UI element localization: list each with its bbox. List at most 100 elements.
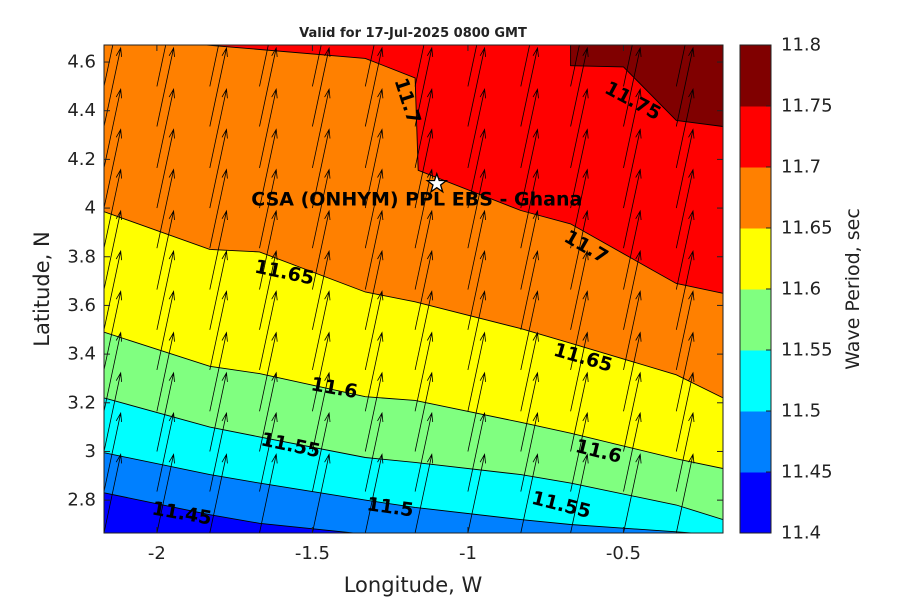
wave-vector-arrow bbox=[467, 45, 478, 87]
wave-vector-arrow bbox=[520, 46, 539, 127]
wave-vector-arrow bbox=[414, 371, 434, 452]
y-axis: 2.8 3 3.2 3.4 3.6 3.8 4 4.2 4.4 4.6 bbox=[67, 52, 723, 511]
wave-vector-arrow bbox=[364, 46, 384, 127]
wave-vector-arrow bbox=[156, 88, 175, 168]
wave-vector-arrow bbox=[570, 168, 589, 249]
wave-vector-arrow bbox=[364, 453, 384, 533]
wave-vector-arrow bbox=[623, 46, 642, 127]
wave-vector-arrow bbox=[520, 88, 539, 168]
wave-direction-vectors bbox=[104, 45, 723, 533]
wave-vector-arrow bbox=[209, 88, 228, 168]
wave-vector-arrow bbox=[104, 45, 114, 87]
wave-vector-arrow bbox=[520, 453, 539, 533]
wave-vector-arrow bbox=[675, 88, 695, 168]
y-tick-label: 2.8 bbox=[67, 490, 96, 511]
wave-vector-arrow bbox=[259, 209, 278, 290]
band-11.75-11.8 bbox=[570, 45, 723, 127]
colorbar-swatch bbox=[740, 411, 771, 473]
wave-vector-arrow bbox=[209, 46, 228, 127]
wave-vector-arrow bbox=[312, 88, 331, 168]
wave-vector-arrow bbox=[623, 209, 642, 290]
wave-vector-arrow bbox=[156, 331, 175, 412]
wave-vector-arrow bbox=[675, 168, 695, 249]
wave-vector-arrow bbox=[520, 249, 539, 330]
wave-vector-arrow bbox=[675, 411, 695, 492]
x-tick-label: -2 bbox=[148, 543, 166, 564]
wave-vector-arrow bbox=[104, 290, 122, 370]
y-tick-label: 4 bbox=[85, 198, 96, 219]
wave-vector-arrow bbox=[209, 249, 228, 330]
colorbar-label: Wave Period, sec bbox=[842, 208, 864, 370]
colorbar: 11.4 11.45 11.5 11.55 11.6 11.65 11.7 11.75 11.8 bbox=[739, 35, 833, 544]
wave-vector-arrow bbox=[209, 453, 228, 533]
y-tick-label: 3.2 bbox=[67, 392, 96, 413]
colorbar-swatch bbox=[740, 350, 771, 412]
wave-vector-arrow bbox=[364, 331, 384, 412]
wave-vector-arrow bbox=[722, 206, 723, 209]
wave-vector-arrow bbox=[209, 290, 228, 370]
wave-vector-arrow bbox=[104, 249, 122, 330]
wave-vector-arrow bbox=[570, 331, 589, 412]
contour-line-11.5 bbox=[104, 452, 698, 533]
wave-vector-arrow bbox=[623, 290, 642, 370]
y-tick-label: 3.6 bbox=[67, 295, 96, 316]
wave-vector-arrow bbox=[156, 46, 175, 127]
wave-vector-arrow bbox=[259, 453, 278, 533]
y-tick-label: 3.8 bbox=[67, 246, 96, 267]
wave-vector-arrow bbox=[414, 88, 434, 168]
wave-vector-arrow bbox=[722, 246, 723, 249]
wave-vector-arrow bbox=[722, 367, 723, 370]
wave-vector-arrow bbox=[520, 371, 539, 452]
band-11.7-11.75 bbox=[206, 45, 723, 294]
colorbar-tick-label: 11.75 bbox=[781, 96, 833, 117]
wave-vector-arrow bbox=[570, 128, 589, 209]
wave-vector-arrow bbox=[156, 45, 167, 87]
contour-line-11.6 bbox=[104, 331, 723, 469]
wave-vector-arrow bbox=[209, 411, 228, 492]
wave-vector-arrow bbox=[675, 453, 695, 533]
wave-vector-arrow bbox=[570, 249, 589, 330]
contour-fill-bands bbox=[104, 45, 723, 533]
wave-vector-arrow bbox=[675, 128, 695, 209]
colorbar-tick-label: 11.65 bbox=[781, 218, 833, 239]
wave-vector-arrow bbox=[722, 287, 723, 290]
wave-vector-arrow bbox=[623, 45, 633, 87]
wave-vector-arrow bbox=[570, 371, 589, 452]
wave-vector-arrow bbox=[467, 46, 486, 127]
colorbar-tick-label: 11.4 bbox=[781, 523, 821, 544]
wave-vector-arrow bbox=[675, 331, 695, 412]
wave-vector-arrow bbox=[467, 209, 486, 290]
wave-vector-arrow bbox=[312, 45, 322, 87]
wave-vector-arrow bbox=[570, 209, 589, 290]
wave-vector-arrow bbox=[570, 88, 589, 168]
wave-vector-arrow bbox=[364, 209, 384, 290]
wave-vector-arrow bbox=[520, 45, 531, 87]
wave-vector-arrow bbox=[623, 249, 642, 330]
wave-vector-arrow bbox=[623, 88, 642, 168]
wave-vector-arrow bbox=[675, 249, 695, 330]
colorbar-tick-label: 11.45 bbox=[781, 462, 833, 483]
colorbar-swatch bbox=[740, 45, 771, 107]
wave-vector-arrow bbox=[414, 128, 434, 209]
y-tick-label: 3.4 bbox=[67, 344, 96, 365]
wave-vector-arrow bbox=[467, 249, 486, 330]
wave-vector-arrow bbox=[259, 45, 269, 87]
wave-vector-arrow bbox=[312, 371, 331, 452]
wave-vector-arrow bbox=[520, 411, 539, 492]
wave-vector-arrow bbox=[467, 88, 486, 168]
colorbar-tick-label: 11.6 bbox=[781, 279, 821, 300]
wave-vector-arrow bbox=[520, 128, 539, 209]
wave-vector-arrow bbox=[675, 209, 695, 290]
x-tick-label: -0.5 bbox=[606, 543, 641, 564]
wave-vector-arrow bbox=[259, 290, 278, 370]
wave-vector-arrow bbox=[209, 128, 228, 209]
wave-vector-arrow bbox=[312, 209, 331, 290]
wave-vector-arrow bbox=[520, 209, 539, 290]
wave-vector-arrow bbox=[259, 46, 278, 127]
wave-vector-arrow bbox=[156, 249, 175, 330]
wave-vector-arrow bbox=[312, 128, 331, 209]
wave-vector-arrow bbox=[259, 331, 278, 412]
x-axis: -2 -1.5 -1 -0.5 bbox=[148, 45, 641, 564]
wave-vector-arrow bbox=[414, 290, 434, 370]
